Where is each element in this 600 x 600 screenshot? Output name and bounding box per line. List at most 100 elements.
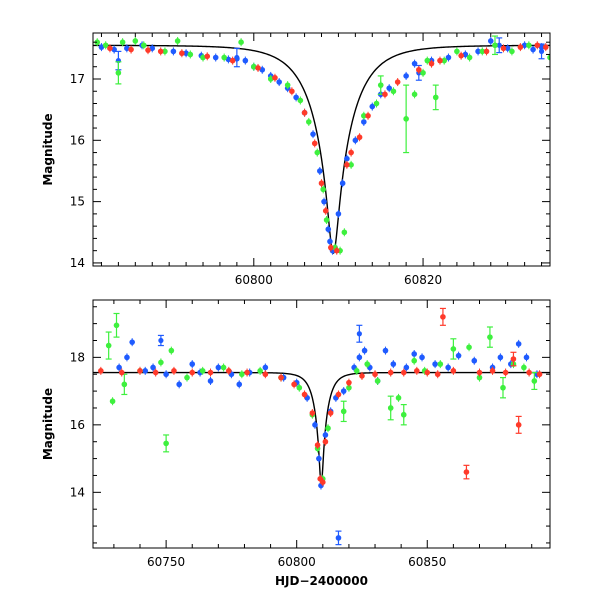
blue-data-point xyxy=(352,137,359,144)
red-data-point xyxy=(424,369,431,376)
red-data-point xyxy=(428,60,435,67)
red-data-point xyxy=(301,109,308,116)
green-data-point xyxy=(115,70,122,76)
red-data-point xyxy=(157,48,164,55)
red-data-point xyxy=(344,162,350,168)
y-tick-label: 14 xyxy=(70,256,85,270)
red-data-point xyxy=(372,371,378,378)
blue-data-point xyxy=(339,180,346,187)
red-data-point xyxy=(517,44,524,50)
green-data-point xyxy=(487,334,493,340)
red-data-point xyxy=(463,469,470,475)
green-data-point xyxy=(109,398,116,405)
red-data-point xyxy=(98,368,104,374)
model-curve xyxy=(93,371,550,487)
red-data-point xyxy=(502,369,509,376)
blue-data-point xyxy=(312,422,318,428)
green-data-point xyxy=(267,76,274,82)
green-data-point xyxy=(531,378,538,384)
y-tick-label: 18 xyxy=(70,350,85,364)
blue-data-point xyxy=(538,44,545,50)
green-data-point xyxy=(395,395,402,401)
red-data-point xyxy=(440,314,446,320)
red-data-point xyxy=(229,57,236,64)
red-data-point xyxy=(128,46,134,53)
red-data-point xyxy=(301,391,308,398)
red-data-point xyxy=(320,479,326,486)
red-data-point xyxy=(291,381,297,388)
y-tick-label: 17 xyxy=(70,72,85,86)
x-tick-label: 60750 xyxy=(147,555,185,569)
green-data-point xyxy=(466,344,472,351)
blue-data-point xyxy=(325,226,332,233)
green-data-point xyxy=(174,38,181,44)
red-data-point xyxy=(322,208,329,214)
red-data-point xyxy=(534,42,541,49)
red-data-point xyxy=(348,149,354,156)
red-data-point xyxy=(145,47,151,53)
blue-data-point xyxy=(176,381,182,388)
blue-data-point xyxy=(403,73,409,79)
red-data-point xyxy=(328,244,334,251)
green-data-point xyxy=(400,411,407,418)
green-data-point xyxy=(238,39,244,45)
blue-data-point xyxy=(497,354,504,361)
green-data-point xyxy=(476,374,483,381)
green-data-point xyxy=(492,42,498,49)
blue-data-point xyxy=(445,364,451,371)
bottom-panel-frame xyxy=(92,299,551,549)
bottom-panel-ylabel: Magnitude xyxy=(41,388,55,460)
red-data-point xyxy=(309,410,316,416)
blue-data-point xyxy=(225,56,232,63)
red-data-point xyxy=(179,50,185,57)
blue-data-point xyxy=(335,535,342,541)
green-data-point xyxy=(119,39,126,45)
green-data-point xyxy=(187,51,194,58)
top-panel-marks xyxy=(93,35,550,255)
green-data-point xyxy=(387,405,394,411)
x-tick-label: 60800 xyxy=(235,273,273,287)
blue-data-point xyxy=(215,364,222,371)
green-data-point xyxy=(466,54,473,61)
blue-data-point xyxy=(515,341,522,347)
red-data-point xyxy=(536,371,543,378)
red-data-point xyxy=(400,369,407,376)
blue-data-point xyxy=(189,361,196,367)
red-data-point xyxy=(382,91,388,98)
blue-data-point xyxy=(523,354,530,361)
green-data-point xyxy=(450,346,457,352)
bottom-panel: 60750 60800 60850 14 16 18 Magnitude HJD−2400… xyxy=(41,299,551,588)
green-data-point xyxy=(411,357,418,364)
bottom-panel-marks xyxy=(93,307,550,546)
blue-data-point xyxy=(356,354,363,361)
y-tick-label: 16 xyxy=(70,133,85,147)
top-panel: 60800 60820 14 15 16 17 Magnitude xyxy=(41,32,551,287)
blue-data-point xyxy=(116,364,122,371)
blue-data-point xyxy=(111,46,117,53)
green-data-point xyxy=(454,48,460,55)
blue-data-point xyxy=(361,119,367,125)
blue-data-point xyxy=(411,60,418,67)
blue-data-point xyxy=(207,378,214,384)
blue-data-point xyxy=(234,55,240,62)
red-data-point xyxy=(500,45,507,52)
top-panel-axes: 60800 60820 14 15 16 17 xyxy=(70,33,550,287)
bottom-panel-axes: 60750 60800 60850 14 16 18 xyxy=(70,300,550,569)
y-tick-label: 14 xyxy=(70,485,85,499)
green-data-point xyxy=(340,408,347,415)
red-data-point xyxy=(118,369,125,376)
blue-data-point xyxy=(212,54,219,61)
blue-data-point xyxy=(259,66,266,73)
top-panel-frame xyxy=(92,32,551,267)
top-panel-ylabel: Magnitude xyxy=(41,113,55,185)
red-data-point xyxy=(189,369,196,376)
red-data-point xyxy=(262,371,269,378)
green-data-point xyxy=(121,381,128,388)
red-data-point xyxy=(107,45,113,52)
blue-data-point xyxy=(129,339,135,345)
red-data-point xyxy=(526,369,532,376)
red-data-point xyxy=(333,247,340,254)
red-data-point xyxy=(314,442,321,448)
red-data-point xyxy=(327,410,334,416)
blue-data-point xyxy=(504,45,511,52)
